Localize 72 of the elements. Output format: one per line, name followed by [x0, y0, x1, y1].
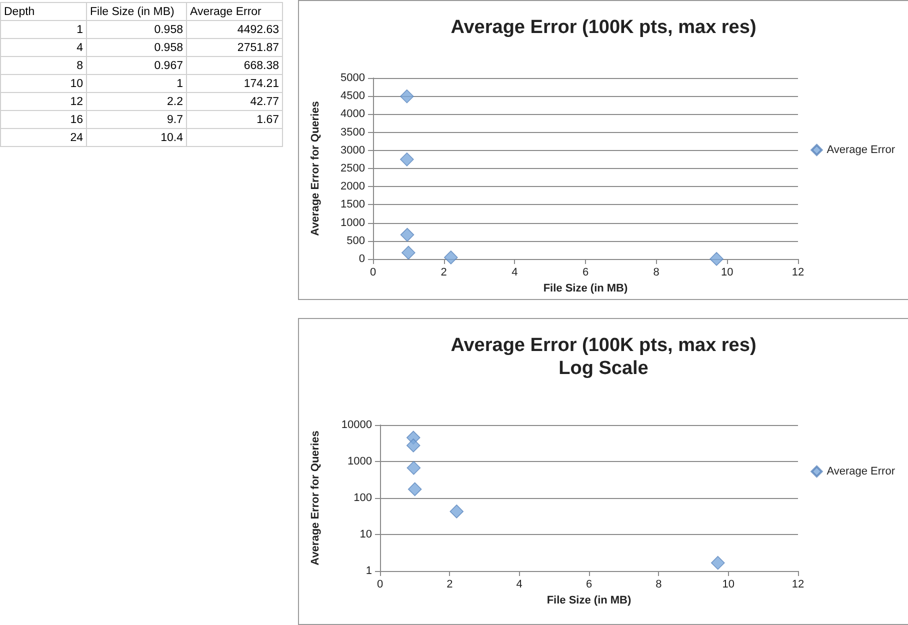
text: 668.38: [186, 56, 282, 74]
legend-label: Average Error: [826, 144, 896, 156]
text: 0.958: [86, 20, 186, 38]
point: [408, 482, 422, 496]
y-tick-label: 4000: [340, 108, 365, 120]
y-tick-label: 5000: [340, 72, 365, 84]
y-tick-label: 2000: [340, 180, 365, 193]
point: [402, 246, 416, 260]
text: 10: [0, 74, 86, 92]
text: 174.21: [186, 74, 282, 92]
y-tick-label: 500: [346, 234, 365, 247]
text: 8: [0, 56, 86, 74]
chart-subtitle: Log Scale: [558, 358, 648, 379]
x-axis-title: File Size (in MB): [546, 594, 632, 606]
text: 12: [0, 92, 86, 110]
x-tick-label: 2: [440, 266, 447, 278]
text: 9.7: [86, 110, 186, 128]
x-tick-label: 0: [376, 578, 384, 590]
y-tick-label: 10: [360, 528, 372, 540]
x-tick-label: 8: [653, 266, 660, 278]
y-tick-label: 0: [358, 253, 365, 265]
x-tick-label: 12: [792, 578, 804, 590]
point: [400, 89, 414, 104]
y-axis-title: Average Error for Queries: [310, 430, 322, 566]
category-label: Depth: [0, 2, 86, 20]
text: 2751.87: [186, 38, 282, 56]
y-axis-title: Average Error for Queries: [310, 101, 322, 236]
text: 10.4: [86, 128, 186, 146]
text: 0.967: [86, 56, 186, 74]
y-tick-label: 10000: [341, 419, 372, 431]
x-tick-label: 8: [656, 578, 662, 590]
x-tick-label: 2: [446, 578, 453, 590]
text: 16: [0, 110, 86, 128]
text: 1: [86, 74, 186, 92]
y-tick-label: 3500: [340, 126, 365, 138]
text: 1: [0, 20, 86, 38]
x-axis-title: File Size (in MB): [543, 282, 628, 294]
y-tick-label: 1500: [340, 198, 365, 211]
x-tick-label: 12: [792, 266, 804, 278]
y-tick-label: 2500: [340, 162, 365, 174]
point: [406, 438, 420, 452]
text: 4: [0, 38, 86, 56]
x-tick-label: 10: [721, 266, 734, 278]
point: [710, 252, 724, 266]
text: 1.67: [186, 110, 282, 128]
y-tick-label: 1: [366, 565, 372, 577]
y-tick-label: 4500: [340, 90, 365, 102]
category-label: Average Error: [186, 2, 282, 20]
x-tick-label: 6: [582, 266, 589, 278]
x-tick-label: 10: [722, 578, 734, 590]
chart-title: Average Error (100K pts, max res): [450, 17, 756, 38]
point: [400, 228, 414, 242]
x-tick-label: 4: [516, 578, 522, 590]
x-tick-label: 4: [512, 266, 518, 278]
y-tick-label: 1000: [340, 216, 365, 229]
category-label: File Size (in MB): [86, 2, 186, 20]
y-tick-label: 100: [354, 492, 372, 504]
point: [710, 556, 725, 570]
text: 4492.63: [186, 20, 282, 38]
text: 2.2: [86, 92, 186, 110]
x-tick-label: 6: [586, 578, 592, 590]
point: [444, 250, 458, 264]
text: 24: [0, 128, 86, 146]
y-tick-label: 3000: [340, 144, 365, 156]
point: [450, 504, 464, 518]
y-tick-label: 1000: [348, 456, 372, 468]
point: [400, 152, 414, 166]
chart-title: Average Error (100K pts, max res): [450, 335, 756, 356]
point: [406, 460, 421, 475]
text: 0.958: [86, 38, 186, 56]
legend-label: Average Error: [826, 466, 896, 478]
text: 42.77: [186, 92, 282, 110]
